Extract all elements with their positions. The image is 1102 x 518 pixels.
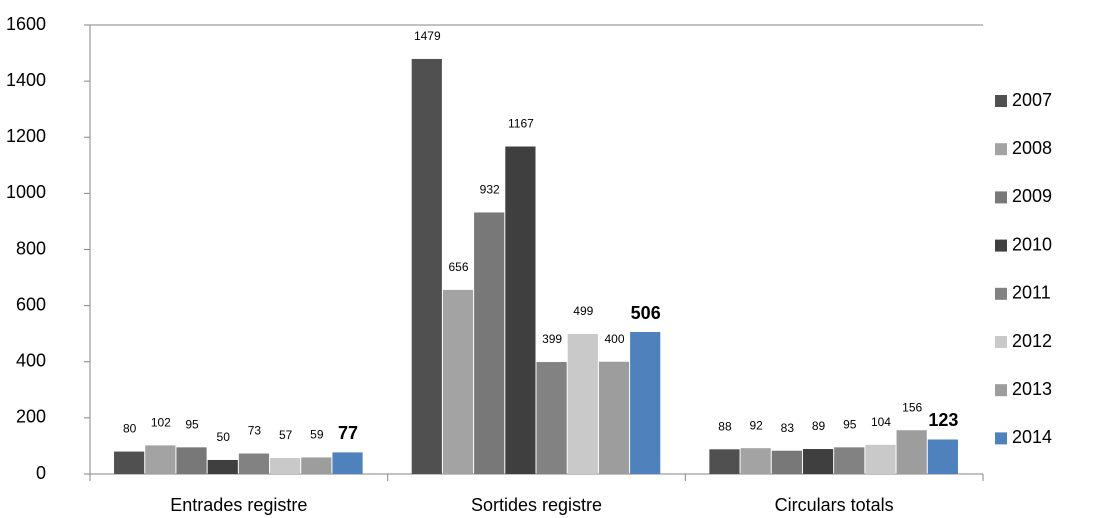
value-label: 400	[604, 332, 624, 346]
bar	[332, 452, 363, 474]
value-label: 123	[928, 410, 958, 430]
value-label: 59	[310, 428, 324, 442]
bar	[630, 332, 661, 474]
legend-swatch	[995, 143, 1007, 156]
value-label: 89	[812, 419, 826, 433]
bar	[598, 361, 630, 474]
value-label: 499	[573, 304, 593, 318]
legend-label: 2010	[1012, 234, 1052, 254]
value-label: 102	[151, 416, 171, 430]
legend-swatch	[995, 336, 1007, 348]
legend-swatch	[995, 239, 1007, 252]
bar	[834, 447, 865, 474]
bar	[771, 450, 802, 474]
legend-swatch	[995, 95, 1007, 107]
legend-label: 2014	[1012, 427, 1052, 447]
value-label: 156	[902, 400, 922, 414]
legend-label: 2013	[1012, 379, 1052, 399]
y-tick-label: 200	[16, 407, 46, 427]
value-label: 95	[843, 418, 857, 432]
y-tick-label: 0	[36, 463, 46, 483]
legend-swatch	[995, 432, 1007, 445]
value-label: 88	[718, 419, 732, 433]
bar	[505, 146, 536, 474]
y-tick-label: 800	[16, 238, 46, 258]
legend-label: 2009	[1012, 186, 1052, 206]
x-tick-label: Entrades registre	[170, 495, 307, 515]
legend-swatch	[995, 384, 1007, 397]
x-tick-label: Circulars totals	[775, 495, 894, 515]
y-tick-label: 1600	[6, 14, 46, 34]
value-label: 1479	[414, 29, 441, 43]
bar	[927, 439, 958, 474]
value-label: 104	[871, 415, 891, 429]
legend-swatch	[995, 287, 1007, 300]
y-tick-label: 1000	[6, 182, 46, 202]
bar	[145, 445, 176, 474]
value-label: 656	[448, 260, 468, 274]
value-label: 506	[631, 303, 661, 323]
bar	[802, 449, 834, 474]
value-label: 932	[480, 183, 500, 197]
bar	[896, 430, 927, 474]
bar	[740, 448, 771, 474]
bar	[411, 58, 442, 474]
legend-swatch	[995, 191, 1007, 204]
bar	[474, 212, 505, 474]
legend-label: 2012	[1012, 331, 1052, 351]
value-label: 80	[123, 422, 137, 436]
bar	[114, 451, 145, 474]
y-tick-label: 1200	[6, 126, 46, 146]
y-tick-label: 1400	[6, 70, 46, 90]
value-label: 95	[185, 418, 199, 432]
bar	[238, 453, 270, 474]
value-label: 1167	[508, 117, 534, 131]
bar	[536, 362, 567, 474]
y-tick-label: 600	[16, 294, 46, 314]
bar	[207, 459, 238, 474]
value-label: 73	[248, 424, 262, 438]
y-tick-label: 400	[16, 351, 46, 371]
value-label: 399	[542, 332, 562, 346]
legend-label: 2008	[1012, 138, 1052, 158]
x-tick-label: Sortides registre	[471, 495, 602, 515]
value-label: 92	[749, 418, 763, 432]
bar	[567, 333, 598, 474]
value-label: 77	[338, 423, 358, 443]
legend-label: 2007	[1012, 90, 1052, 110]
value-label: 50	[217, 430, 231, 444]
legend-label: 2011	[1012, 283, 1051, 303]
bar	[301, 457, 332, 474]
bar	[709, 449, 740, 474]
bar	[865, 444, 896, 474]
bar	[270, 458, 301, 474]
bar	[442, 289, 474, 474]
value-label: 83	[781, 421, 795, 435]
bar	[176, 447, 207, 474]
value-label: 57	[279, 428, 293, 442]
